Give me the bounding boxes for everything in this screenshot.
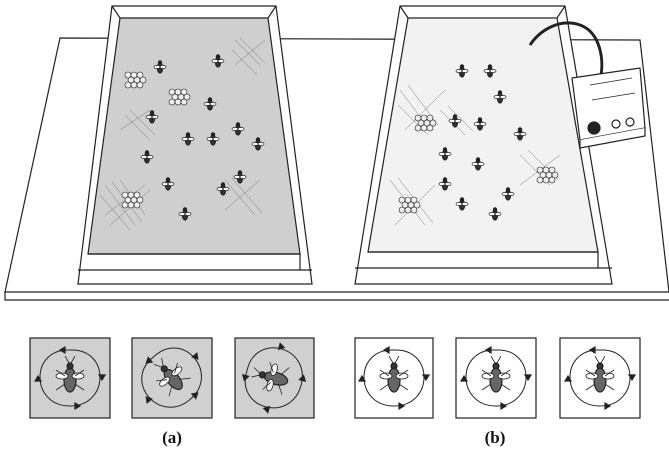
comb xyxy=(122,192,143,208)
comb xyxy=(537,167,558,183)
label-b: (b) xyxy=(485,428,506,447)
table-edge xyxy=(5,292,669,300)
comb xyxy=(169,89,190,105)
label-a: (a) xyxy=(162,428,182,447)
comb xyxy=(399,197,420,213)
arena-a xyxy=(78,6,312,284)
panels-a xyxy=(30,332,314,424)
panels-b xyxy=(355,338,640,418)
comb xyxy=(415,115,436,131)
comb xyxy=(125,72,146,88)
illustration: (a) (b) xyxy=(0,0,669,456)
